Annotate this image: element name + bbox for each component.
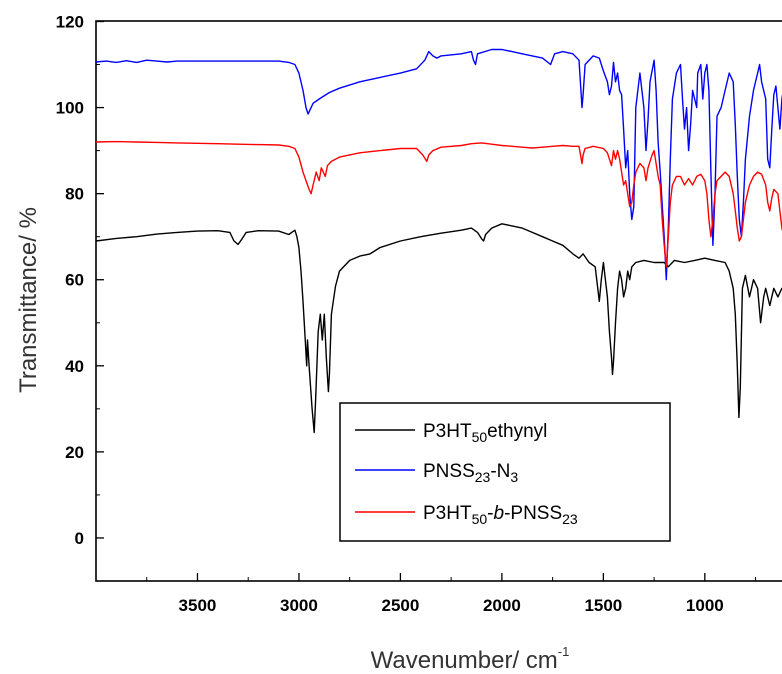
x-tick-label-1500: 1500 (584, 596, 622, 615)
y-tick-label-20: 20 (65, 443, 84, 462)
x-axis: 3500 3000 2500 2000 1500 1000 (146, 573, 757, 615)
x-tick-label-3500: 3500 (179, 596, 217, 615)
y-tick-label-40: 40 (65, 357, 84, 376)
y-tick-label-100: 100 (56, 99, 84, 118)
x-tick-label-2000: 2000 (483, 596, 521, 615)
legend-label-block-copolymer: P3HT50-b-PNSS23 (423, 503, 578, 527)
series-layer (96, 48, 782, 434)
x-axis-title: Wavenumber/ cm-1 (371, 644, 570, 674)
x-tick-label-1000: 1000 (686, 596, 724, 615)
series-line-p3ht-ethynyl (96, 223, 782, 434)
y-tick-label-60: 60 (65, 271, 84, 290)
y-axis-title: Transmittance/ % (15, 207, 42, 393)
y-tick-label-0: 0 (75, 529, 84, 548)
x-tick-label-2500: 2500 (381, 596, 419, 615)
series-line-block-copolymer (96, 140, 782, 268)
x-tick-label-3000: 3000 (280, 596, 318, 615)
legend-label-p3ht-ethynyl: P3HT50ethynyl (423, 421, 547, 445)
plot-frame (95, 20, 782, 582)
series-line-pnss-n3 (96, 48, 782, 281)
legend-box (339, 402, 671, 542)
legend-label-pnss-n3: PNSS23-N3 (423, 461, 518, 485)
y-tick-label-80: 80 (65, 185, 84, 204)
legend: P3HT50ethynyl PNSS23-N3 P3HT50-b-PNSS23 (339, 402, 671, 542)
y-tick-label-120: 120 (56, 13, 84, 32)
y-axis: 0 20 40 60 80 100 120 (56, 13, 104, 582)
